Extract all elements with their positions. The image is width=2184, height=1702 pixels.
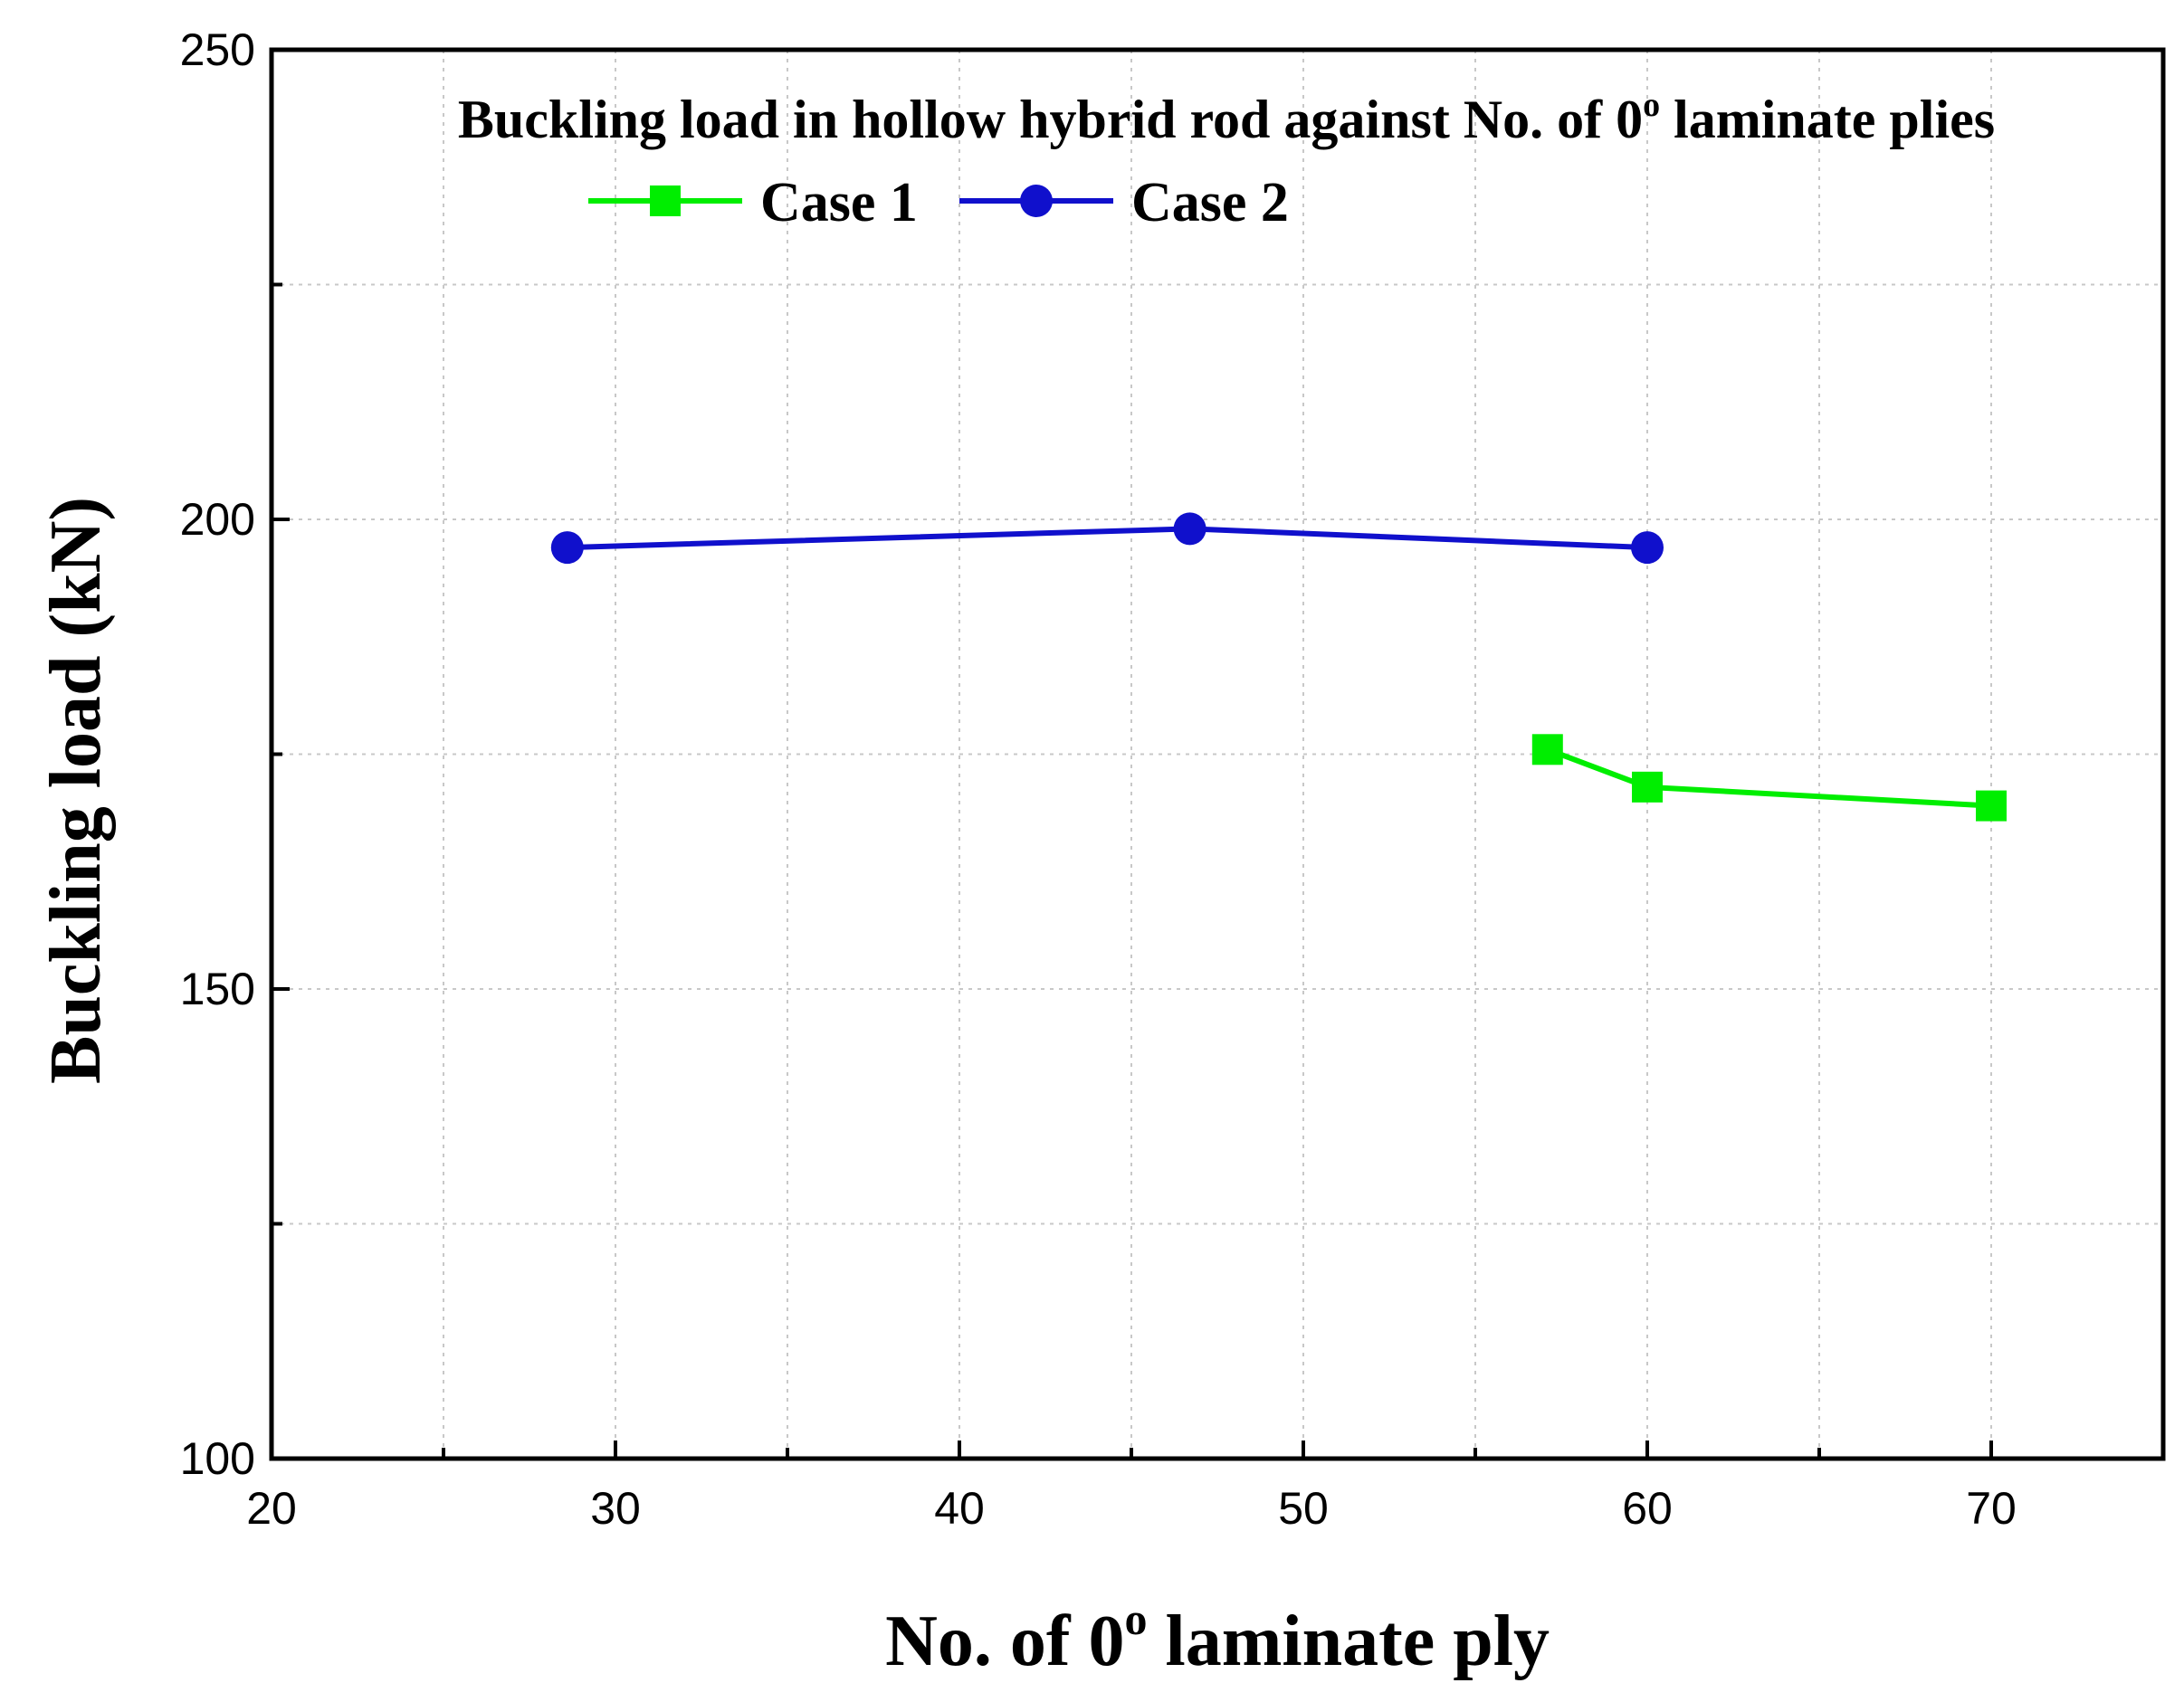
series-1 [1531, 734, 2007, 822]
series-layer [550, 512, 2007, 822]
series-1-point [1531, 734, 1563, 765]
x-tick-label: 40 [934, 1483, 985, 1534]
y-tick-label: 100 [180, 1433, 255, 1484]
series-1-point [1976, 790, 2007, 822]
series-2-point [550, 531, 584, 565]
tick-labels: 20 30 40 50 60 70 100 150 200 250 [180, 24, 2017, 1534]
y-axis-title: Buckling load (kN) [36, 497, 116, 1084]
x-axis-title: No. of 0o laminate ply [885, 1593, 1550, 1681]
legend: Case 1 Case 2 [588, 172, 1289, 233]
y-tick-label: 250 [180, 24, 255, 75]
legend-label: Case 2 [1131, 172, 1289, 233]
legend-swatch-marker [1020, 185, 1053, 217]
legend-label: Case 1 [760, 172, 918, 233]
x-axis-title-tail: laminate ply [1147, 1602, 1549, 1681]
x-tick-label: 20 [246, 1483, 297, 1534]
x-tick-label: 50 [1278, 1483, 1329, 1534]
x-axis-title-main: No. of 0 [885, 1602, 1124, 1681]
plot-frame [269, 47, 2166, 1461]
chart-title-tail: laminate plies [1660, 90, 1995, 149]
series-2-point [1173, 512, 1206, 546]
x-tick-label: 60 [1622, 1483, 1673, 1534]
chart-title-main: Buckling load in hollow hybrid rod again… [458, 90, 1643, 149]
x-axis-title-superscript: o [1124, 1593, 1147, 1644]
chart-title: Buckling load in hollow hybrid rod again… [458, 86, 1995, 149]
series-2-line [567, 526, 1648, 551]
x-tick-label: 30 [590, 1483, 641, 1534]
series-2-point [1631, 531, 1664, 565]
x-tick-label: 70 [1966, 1483, 2017, 1534]
legend-swatch-marker [650, 185, 681, 216]
chart-title-superscript: o [1643, 86, 1660, 124]
series-2 [550, 512, 1664, 565]
series-1-line [1546, 746, 1992, 809]
grid [272, 50, 2163, 1459]
y-tick-label: 200 [180, 494, 255, 545]
series-1-point [1632, 771, 1663, 803]
y-tick-label: 150 [180, 964, 255, 1014]
